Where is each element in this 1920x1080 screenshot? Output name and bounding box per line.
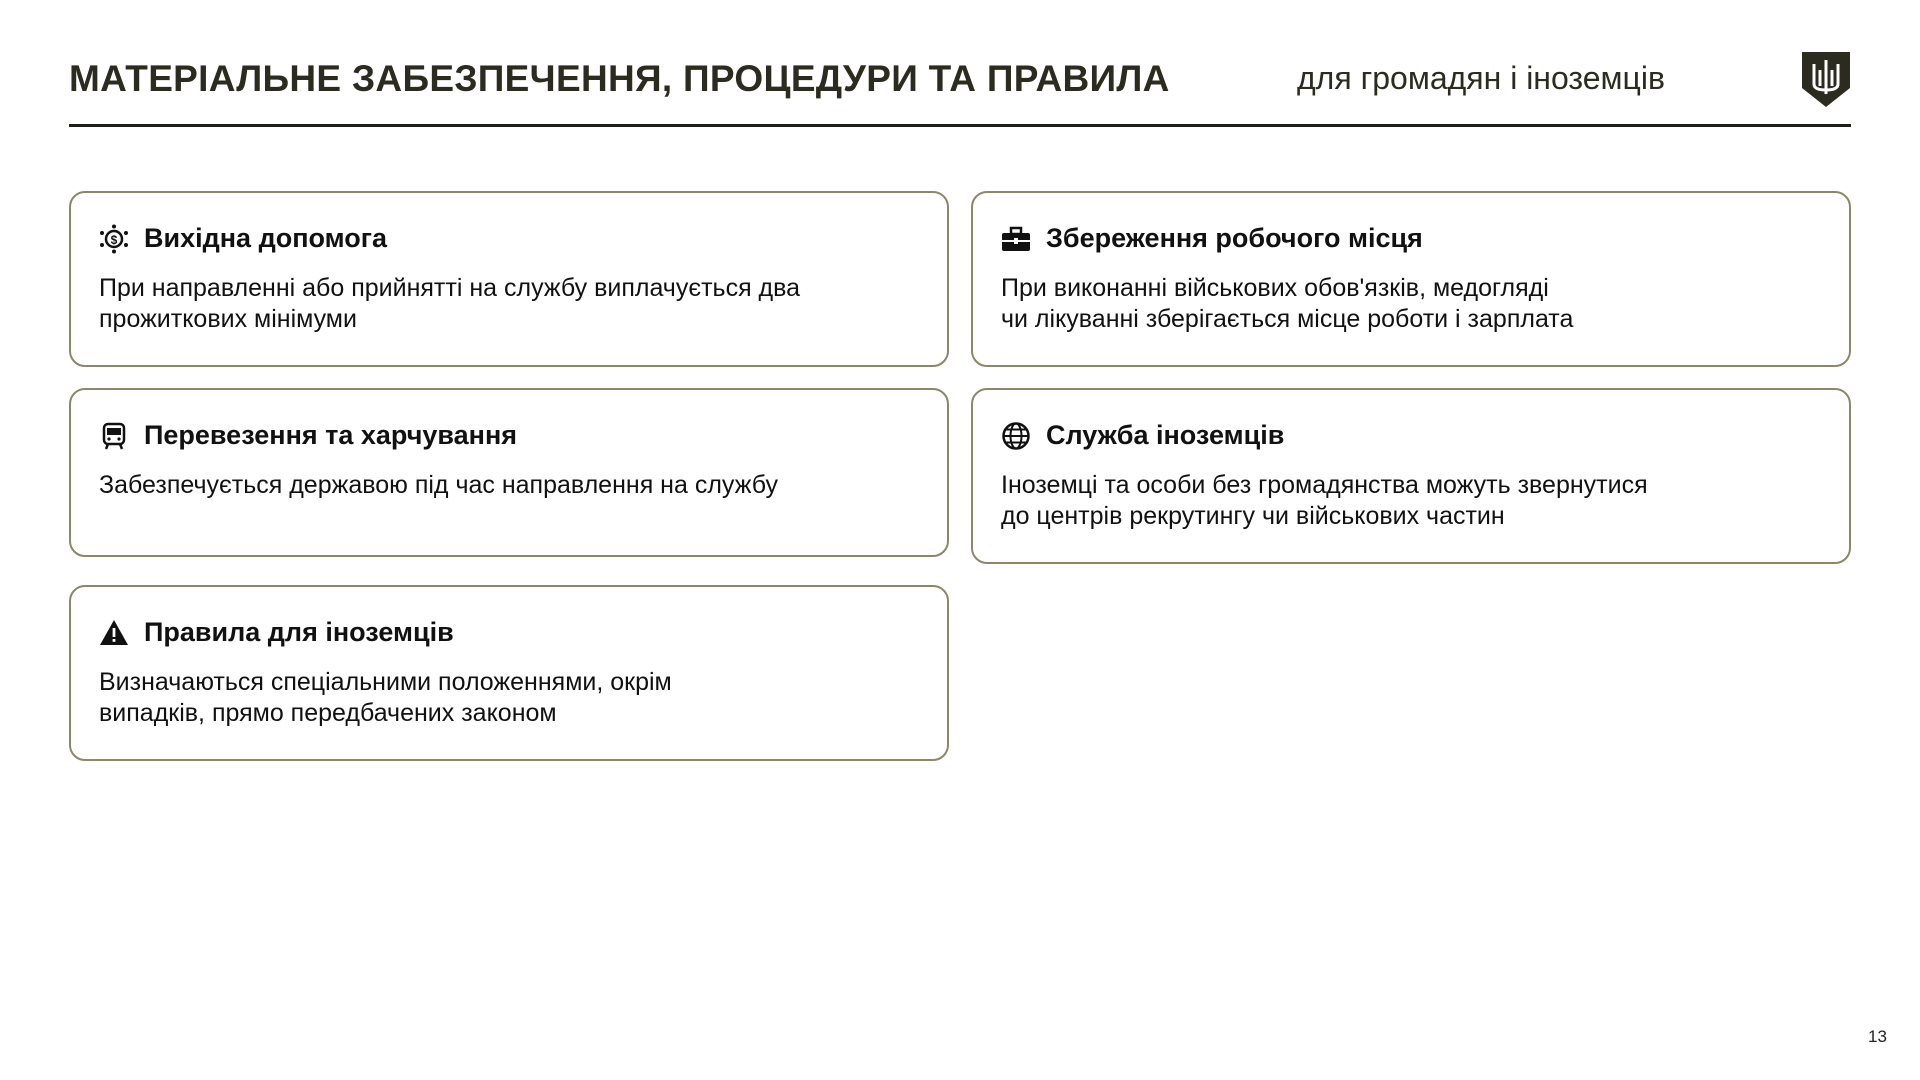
warning-icon xyxy=(99,618,129,648)
card-transport-food: Перевезення та харчування Забезпечується… xyxy=(69,388,949,557)
page-title: МАТЕРІАЛЬНЕ ЗАБЕЗПЕЧЕННЯ, ПРОЦЕДУРИ ТА П… xyxy=(69,58,1170,99)
card-text: Іноземці та особи без громадянства можут… xyxy=(1001,471,1648,530)
card-job-retention: Збереження робочого місця При виконанні … xyxy=(971,191,1851,367)
card-title: Правила для іноземців xyxy=(144,617,454,647)
globe-icon xyxy=(1001,421,1031,451)
bus-icon xyxy=(99,421,129,451)
trident-shield-icon xyxy=(1800,50,1852,108)
card-text: Визначаються спеціальними положеннями, о… xyxy=(99,668,672,727)
card-title: Збереження робочого місця xyxy=(1046,223,1423,253)
svg-text:$: $ xyxy=(111,233,118,247)
briefcase-icon xyxy=(1001,224,1031,254)
card-text: При направленні або прийнятті на службу … xyxy=(99,274,801,333)
page-subtitle: для громадян і іноземців xyxy=(1297,60,1665,96)
card-severance-pay: $ Вихідна допомога При направленні або п… xyxy=(69,191,949,367)
card-text: Забезпечується державою під час направле… xyxy=(99,471,778,499)
header-divider xyxy=(69,124,1851,127)
card-title: Вихідна допомога xyxy=(144,223,388,253)
card-title: Перевезення та харчування xyxy=(144,420,518,450)
card-foreigners-rules: Правила для іноземців Визначаються спеці… xyxy=(69,585,949,761)
card-title: Служба іноземців xyxy=(1046,420,1285,450)
card-text: При виконанні військових обов'язків, мед… xyxy=(1001,274,1574,333)
money-gear-icon: $ xyxy=(99,224,129,254)
page-number: 13 xyxy=(1868,1027,1887,1046)
card-foreigners-service: Служба іноземців Іноземці та особи без г… xyxy=(971,388,1851,564)
